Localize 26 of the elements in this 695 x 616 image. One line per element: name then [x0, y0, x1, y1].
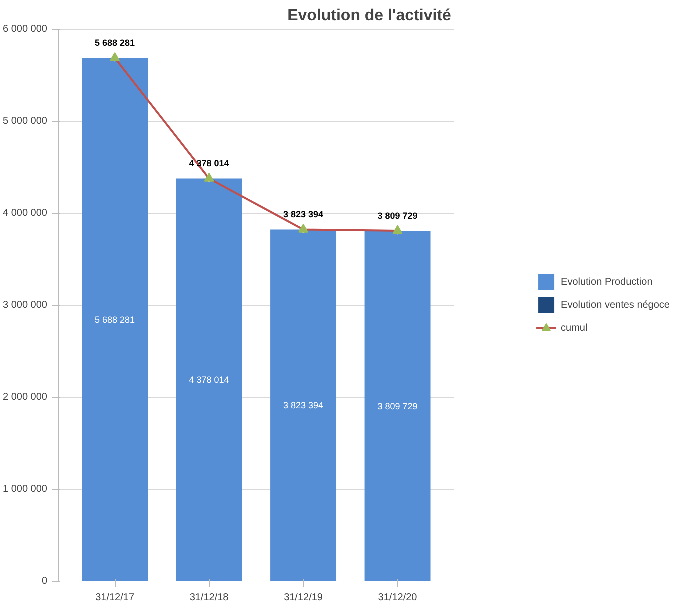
bar [82, 58, 148, 582]
data-label: 4 378 014 [189, 375, 230, 386]
data-label: 3 823 394 [284, 210, 324, 220]
bar [364, 231, 431, 582]
data-label: 3 809 729 [378, 401, 418, 412]
y-tick-label: 0 [42, 576, 48, 587]
x-tick-label: 31/12/18 [190, 592, 230, 604]
y-tick-label: 3 000 000 [3, 300, 48, 311]
x-tick-label: 31/12/19 [284, 592, 324, 604]
data-label: 5 688 281 [95, 314, 136, 325]
bar [270, 230, 337, 582]
y-tick-label: 1 000 000 [3, 484, 48, 495]
data-label: 5 688 281 [95, 38, 136, 48]
y-tick-label: 5 000 000 [3, 116, 48, 127]
chart-title: Evolution de l'activité [288, 8, 452, 24]
data-label: 3 823 394 [284, 400, 324, 411]
x-tick-label: 31/12/20 [378, 592, 418, 604]
data-label: 3 809 729 [378, 211, 418, 222]
y-tick-label: 4 000 000 [3, 208, 48, 219]
legend-label: Evolution ventes négoce [561, 300, 670, 310]
x-tick-label: 31/12/17 [96, 592, 135, 604]
y-tick-label: 6 000 000 [3, 24, 48, 35]
bar [176, 178, 242, 582]
legend-label: Evolution Production [561, 276, 653, 288]
legend-label: cumul [561, 322, 588, 334]
y-tick-label: 2 000 000 [3, 392, 48, 403]
